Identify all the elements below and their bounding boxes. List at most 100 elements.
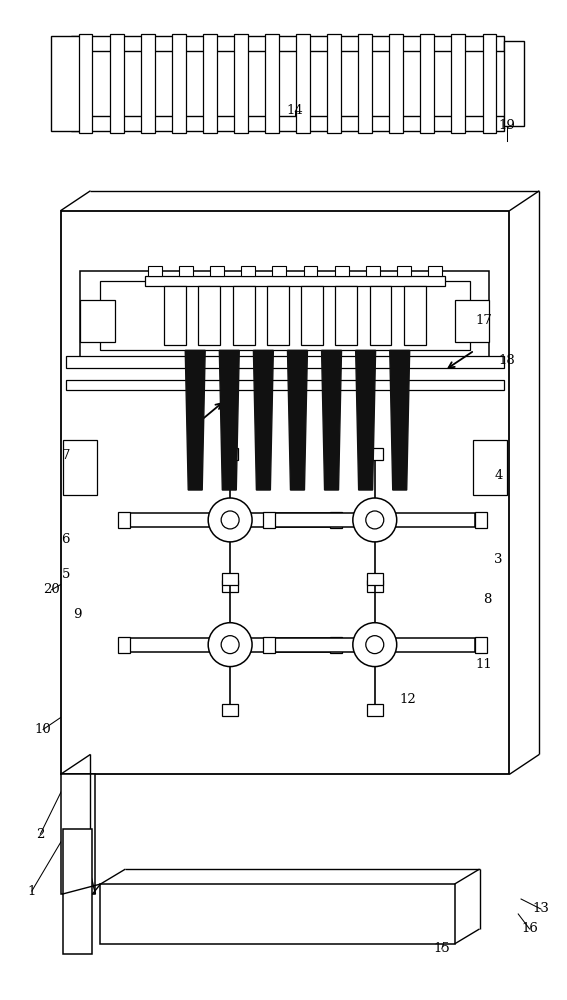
Bar — [455, 300, 489, 342]
Bar — [61, 774, 95, 894]
Bar — [119, 512, 130, 528]
Circle shape — [208, 498, 252, 542]
Bar — [210, 266, 225, 276]
Bar — [50, 36, 81, 131]
Bar — [420, 34, 434, 133]
Bar — [428, 266, 442, 276]
Text: 11: 11 — [476, 658, 493, 671]
Bar — [367, 580, 383, 592]
Text: 20: 20 — [43, 583, 60, 596]
Bar — [222, 704, 238, 716]
Bar — [367, 573, 383, 585]
Bar — [367, 704, 383, 716]
Polygon shape — [287, 350, 307, 490]
Bar — [141, 34, 155, 133]
Text: 8: 8 — [483, 593, 492, 606]
Bar — [130, 513, 330, 527]
Bar — [81, 300, 116, 342]
Bar — [396, 266, 411, 276]
Bar — [130, 638, 330, 652]
Bar — [358, 34, 372, 133]
Text: 14: 14 — [286, 104, 303, 117]
Bar — [70, 36, 505, 51]
Bar — [330, 637, 342, 653]
Bar — [275, 513, 475, 527]
Text: 19: 19 — [498, 119, 515, 132]
Text: 9: 9 — [73, 608, 81, 621]
Bar — [390, 34, 403, 133]
Bar — [203, 34, 217, 133]
Bar — [366, 266, 379, 276]
Bar — [367, 448, 383, 460]
Bar — [472, 440, 507, 495]
Bar — [222, 573, 238, 585]
Bar — [198, 286, 221, 345]
Text: 6: 6 — [61, 533, 70, 546]
Polygon shape — [390, 350, 410, 490]
Bar — [404, 286, 426, 345]
Text: 10: 10 — [35, 723, 52, 736]
Bar — [275, 638, 475, 652]
Bar — [483, 34, 497, 133]
Bar — [109, 34, 124, 133]
Bar — [263, 637, 275, 653]
Polygon shape — [253, 350, 273, 490]
Bar — [335, 286, 357, 345]
Polygon shape — [185, 350, 205, 490]
Bar — [234, 34, 248, 133]
Text: 4: 4 — [494, 469, 502, 482]
Bar — [81, 271, 489, 360]
Bar — [62, 440, 98, 495]
Polygon shape — [219, 350, 239, 490]
Bar — [273, 266, 286, 276]
Bar — [172, 34, 186, 133]
Bar — [119, 637, 130, 653]
Bar — [505, 41, 524, 126]
Bar — [370, 286, 391, 345]
Bar — [330, 512, 342, 528]
Bar — [222, 580, 238, 592]
Bar — [179, 266, 193, 276]
Bar — [149, 266, 162, 276]
Text: 3: 3 — [494, 553, 503, 566]
Bar — [242, 266, 255, 276]
Text: 5: 5 — [62, 568, 70, 581]
Circle shape — [353, 498, 397, 542]
Bar — [164, 286, 186, 345]
Bar — [78, 34, 92, 133]
Bar — [475, 637, 486, 653]
Bar — [303, 266, 318, 276]
Text: 18: 18 — [498, 354, 515, 367]
Circle shape — [221, 636, 239, 654]
Text: 2: 2 — [36, 828, 44, 841]
Circle shape — [366, 636, 384, 654]
Bar — [301, 286, 323, 345]
Text: 12: 12 — [400, 693, 416, 706]
Bar — [145, 276, 445, 286]
Bar — [263, 512, 275, 528]
Bar — [327, 34, 341, 133]
Circle shape — [353, 623, 397, 667]
Bar — [66, 380, 505, 390]
Bar — [70, 116, 505, 131]
Circle shape — [208, 623, 252, 667]
Bar — [475, 512, 486, 528]
Text: 13: 13 — [532, 902, 549, 915]
Bar — [265, 34, 279, 133]
Bar — [222, 448, 238, 460]
Bar — [232, 286, 255, 345]
Bar — [100, 884, 455, 944]
Bar — [296, 34, 310, 133]
Bar — [267, 286, 289, 345]
Text: 17: 17 — [476, 314, 493, 327]
Circle shape — [366, 511, 384, 529]
Text: 16: 16 — [521, 922, 538, 935]
Bar — [61, 211, 509, 774]
Polygon shape — [356, 350, 375, 490]
Bar — [66, 356, 505, 368]
Bar — [100, 281, 469, 350]
Polygon shape — [321, 350, 341, 490]
Text: 1: 1 — [28, 885, 36, 898]
Bar — [451, 34, 466, 133]
Text: 7: 7 — [61, 449, 70, 462]
